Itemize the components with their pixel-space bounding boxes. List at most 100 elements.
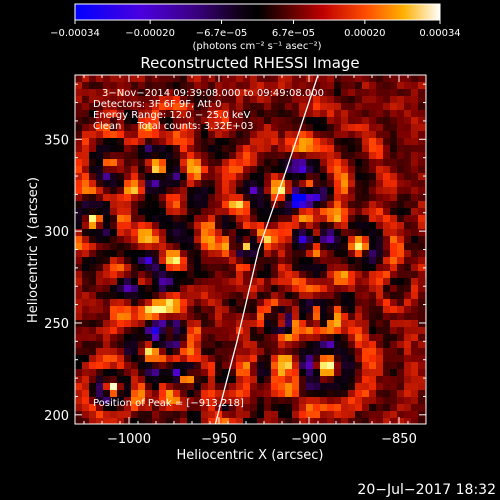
heatmap-cell bbox=[348, 285, 355, 292]
heatmap-cell bbox=[173, 89, 180, 96]
heatmap-cell bbox=[306, 355, 313, 362]
heatmap-cell bbox=[341, 110, 348, 117]
heatmap-cell bbox=[75, 152, 82, 159]
heatmap-cell bbox=[306, 89, 313, 96]
heatmap-cell bbox=[138, 320, 145, 327]
heatmap-cell bbox=[201, 110, 208, 117]
heatmap-cell bbox=[117, 404, 124, 411]
heatmap-cell bbox=[194, 159, 201, 166]
heatmap-cell bbox=[257, 355, 264, 362]
heatmap-cell bbox=[250, 397, 257, 404]
heatmap-cell bbox=[82, 390, 89, 397]
heatmap-cell bbox=[418, 82, 425, 89]
heatmap-cell bbox=[285, 250, 292, 257]
heatmap-cell bbox=[159, 397, 166, 404]
heatmap-cell bbox=[285, 89, 292, 96]
heatmap-cell bbox=[313, 327, 320, 334]
heatmap-cell bbox=[194, 215, 201, 222]
heatmap-cell bbox=[327, 404, 334, 411]
heatmap-cell bbox=[264, 411, 271, 418]
heatmap-cell bbox=[285, 215, 292, 222]
heatmap-cell bbox=[138, 348, 145, 355]
heatmap-cell bbox=[166, 152, 173, 159]
heatmap-cell bbox=[299, 194, 306, 201]
heatmap-cell bbox=[138, 145, 145, 152]
heatmap-cell bbox=[180, 110, 187, 117]
heatmap-cell bbox=[299, 411, 306, 418]
heatmap-cell bbox=[292, 418, 299, 424]
heatmap-cell bbox=[187, 271, 194, 278]
heatmap-cell bbox=[75, 285, 82, 292]
heatmap-cell bbox=[166, 229, 173, 236]
heatmap-cell bbox=[131, 369, 138, 376]
heatmap-cell bbox=[152, 390, 159, 397]
heatmap-cell bbox=[229, 271, 236, 278]
heatmap-cell bbox=[82, 257, 89, 264]
heatmap-cell bbox=[110, 180, 117, 187]
heatmap-cell bbox=[320, 418, 327, 424]
heatmap-cell bbox=[96, 362, 103, 369]
heatmap-cell bbox=[222, 82, 229, 89]
heatmap-cell bbox=[152, 89, 159, 96]
heatmap-cell bbox=[278, 117, 285, 124]
heatmap-cell bbox=[299, 376, 306, 383]
heatmap-cell bbox=[264, 341, 271, 348]
heatmap-cell bbox=[411, 278, 418, 285]
heatmap-cell bbox=[313, 236, 320, 243]
heatmap-cell bbox=[82, 285, 89, 292]
heatmap-cell bbox=[173, 152, 180, 159]
heatmap-cell bbox=[222, 208, 229, 215]
heatmap-cell bbox=[229, 404, 236, 411]
heatmap-cell bbox=[341, 299, 348, 306]
heatmap-cell bbox=[306, 264, 313, 271]
heatmap-cell bbox=[138, 390, 145, 397]
heatmap-cell bbox=[89, 96, 96, 103]
heatmap-cell bbox=[376, 166, 383, 173]
heatmap-cell bbox=[75, 201, 82, 208]
heatmap-cell bbox=[313, 103, 320, 110]
heatmap-cell bbox=[201, 376, 208, 383]
heatmap-cell bbox=[222, 180, 229, 187]
heatmap-cell bbox=[397, 138, 404, 145]
heatmap-cell bbox=[215, 257, 222, 264]
heatmap-cell bbox=[376, 376, 383, 383]
heatmap-cell bbox=[334, 292, 341, 299]
heatmap-cell bbox=[222, 131, 229, 138]
heatmap-cell bbox=[75, 362, 82, 369]
heatmap-cell bbox=[180, 313, 187, 320]
heatmap-cell bbox=[124, 236, 131, 243]
heatmap-cell bbox=[110, 131, 117, 138]
heatmap-cell bbox=[418, 404, 425, 411]
heatmap-cell bbox=[110, 152, 117, 159]
heatmap-cell bbox=[187, 96, 194, 103]
heatmap-cell bbox=[313, 96, 320, 103]
heatmap-cell bbox=[376, 341, 383, 348]
heatmap-cell bbox=[334, 411, 341, 418]
heatmap-cell bbox=[89, 250, 96, 257]
heatmap-cell bbox=[278, 278, 285, 285]
heatmap-cell bbox=[103, 208, 110, 215]
heatmap-cell bbox=[306, 159, 313, 166]
heatmap-cell bbox=[145, 264, 152, 271]
heatmap-cell bbox=[243, 201, 250, 208]
heatmap-cell bbox=[334, 124, 341, 131]
heatmap-cell bbox=[89, 215, 96, 222]
heatmap-cell bbox=[250, 348, 257, 355]
heatmap-cell bbox=[138, 306, 145, 313]
heatmap-cell bbox=[404, 194, 411, 201]
heatmap-cell bbox=[383, 166, 390, 173]
heatmap-cell bbox=[250, 404, 257, 411]
heatmap-cell bbox=[299, 166, 306, 173]
heatmap-cell bbox=[131, 376, 138, 383]
heatmap-cell bbox=[383, 264, 390, 271]
heatmap-cell bbox=[243, 124, 250, 131]
heatmap-cell bbox=[320, 201, 327, 208]
heatmap-cell bbox=[159, 173, 166, 180]
heatmap-cell bbox=[418, 152, 425, 159]
heatmap-cell bbox=[348, 299, 355, 306]
heatmap-cell bbox=[159, 348, 166, 355]
heatmap-cell bbox=[187, 355, 194, 362]
heatmap-cell bbox=[348, 313, 355, 320]
heatmap-cell bbox=[194, 173, 201, 180]
heatmap-cell bbox=[166, 348, 173, 355]
